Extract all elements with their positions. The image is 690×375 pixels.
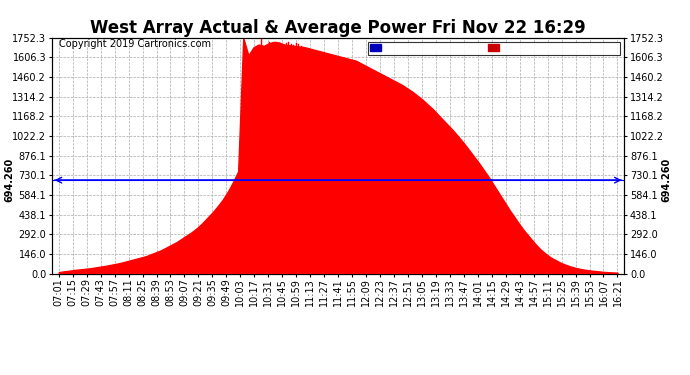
Text: Copyright 2019 Cartronics.com: Copyright 2019 Cartronics.com — [59, 39, 210, 50]
Text: 694.260: 694.260 — [5, 158, 14, 202]
Legend: Average  (DC Watts), West Array  (DC Watts): Average (DC Watts), West Array (DC Watts… — [368, 42, 620, 55]
Title: West Array Actual & Average Power Fri Nov 22 16:29: West Array Actual & Average Power Fri No… — [90, 20, 586, 38]
Text: 694.260: 694.260 — [662, 158, 671, 202]
